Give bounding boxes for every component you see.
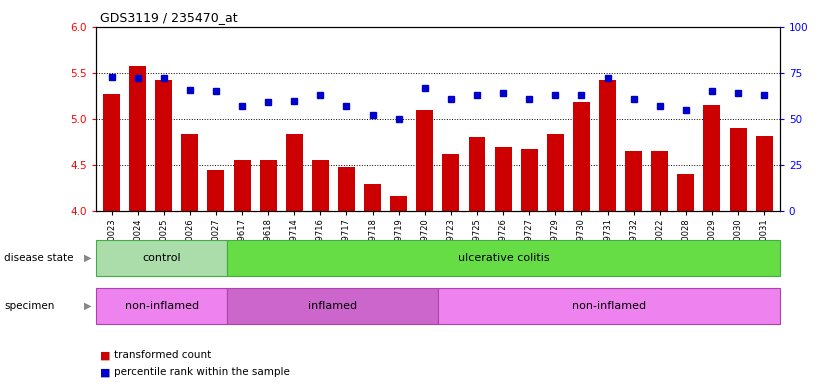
Text: GDS3119 / 235470_at: GDS3119 / 235470_at — [100, 12, 238, 25]
Bar — [390, 195, 407, 211]
Text: transformed count: transformed count — [114, 350, 212, 360]
Bar — [438, 288, 780, 324]
Bar — [312, 160, 329, 211]
Bar — [129, 66, 146, 211]
Text: non-inflamed: non-inflamed — [124, 301, 198, 311]
Bar — [338, 167, 355, 211]
Bar — [181, 134, 198, 211]
Text: specimen: specimen — [4, 301, 54, 311]
Text: ■: ■ — [100, 367, 111, 377]
Bar — [208, 170, 224, 211]
Bar — [286, 134, 303, 211]
Text: ulcerative colitis: ulcerative colitis — [458, 253, 550, 263]
Bar — [416, 110, 434, 211]
Bar — [364, 184, 381, 211]
Bar — [626, 151, 642, 211]
Text: ▶: ▶ — [84, 301, 92, 311]
Bar — [228, 288, 438, 324]
Bar — [520, 149, 538, 211]
Bar — [703, 105, 721, 211]
Bar — [442, 154, 460, 211]
Text: disease state: disease state — [4, 253, 73, 263]
Text: non-inflamed: non-inflamed — [572, 301, 646, 311]
Text: control: control — [143, 253, 181, 263]
Text: ▶: ▶ — [84, 253, 92, 263]
Text: percentile rank within the sample: percentile rank within the sample — [114, 367, 290, 377]
Bar — [234, 160, 250, 211]
Bar — [651, 151, 668, 211]
Bar — [495, 147, 511, 211]
Bar — [155, 80, 173, 211]
Bar — [228, 240, 780, 276]
Bar — [547, 134, 564, 211]
Bar — [730, 128, 746, 211]
Bar — [96, 240, 228, 276]
Bar — [103, 94, 120, 211]
Bar — [677, 174, 694, 211]
Bar — [756, 136, 772, 211]
Bar — [259, 160, 277, 211]
Bar — [599, 80, 616, 211]
Bar — [96, 288, 228, 324]
Text: ■: ■ — [100, 350, 111, 360]
Bar — [573, 103, 590, 211]
Text: inflamed: inflamed — [308, 301, 357, 311]
Bar — [469, 137, 485, 211]
